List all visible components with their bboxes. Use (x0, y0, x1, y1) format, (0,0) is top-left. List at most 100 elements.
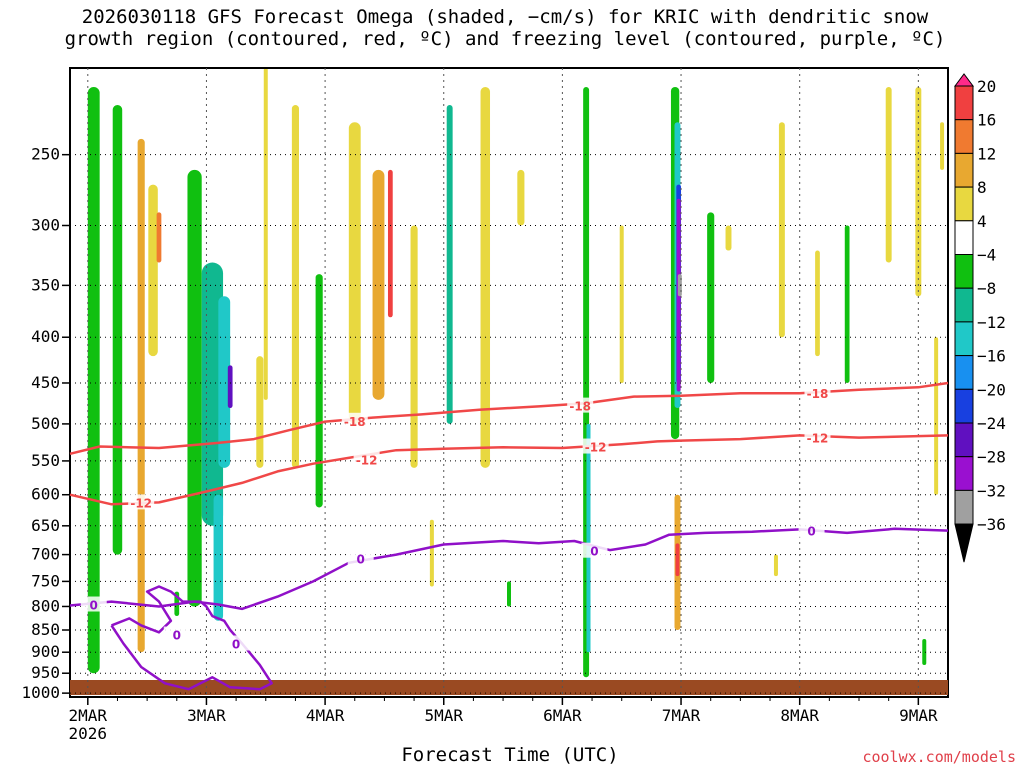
y-tick-label: 900 (31, 642, 60, 661)
x-tick-label: 2MAR (69, 706, 108, 725)
omega-shade-cell (372, 169, 385, 400)
colorbar-bottom-arrow (954, 523, 974, 563)
omega-shade-cell (446, 105, 453, 424)
colorbar-label: −32 (977, 481, 1006, 500)
colorbar-top-arrow (954, 73, 974, 87)
omega-shade-cell (480, 86, 491, 468)
contour-label: 0 (590, 545, 598, 559)
omega-shade-cell (156, 212, 162, 263)
colorbar-label: 16 (977, 111, 996, 130)
colorbar-swatch (954, 254, 974, 289)
colorbar: 20 16 12 8 4 −4 −8 −12 −16 −20 −24 −28 −32 −36 (954, 73, 1006, 563)
contour-label: -12 (356, 454, 378, 468)
credit-link[interactable]: coolwx.com/models (862, 748, 1016, 766)
omega-shade-cell (148, 184, 158, 357)
contour-label: -18 (807, 387, 829, 401)
colorbar-label: −4 (977, 246, 996, 265)
contour-0-line (110, 585, 273, 691)
omega-shade-cell (915, 86, 922, 297)
contour-label: 0 (232, 637, 240, 651)
y-tick-label: 600 (31, 485, 60, 504)
contour-label-bg (223, 635, 250, 651)
colorbar-label: 8 (977, 178, 987, 197)
y-tick-label: 250 (31, 145, 60, 164)
omega-shade-cell (725, 225, 732, 251)
contour-label-bg (353, 451, 380, 467)
colorbar-swatch (954, 321, 974, 357)
x-tick-label: 8MAR (780, 706, 819, 725)
y-tick-label: 700 (31, 545, 60, 564)
omega-shade-cell (922, 639, 927, 665)
colorbar-swatch (954, 152, 974, 188)
x-axis-label: Forecast Time (UTC) (401, 744, 619, 766)
colorbar-label: −16 (977, 347, 1006, 366)
colorbar-label: −12 (977, 313, 1006, 332)
chart-title: 2026030118 GFS Forecast Omega (shaded, −… (0, 6, 1010, 50)
omega-shade-cell (675, 543, 680, 577)
contour-label: -12 (130, 496, 152, 510)
omega-shade-cell (201, 262, 224, 526)
contour-label: -18 (569, 400, 591, 414)
x-tick-label: 4MAR (306, 706, 345, 725)
omega-shade-cell (410, 225, 418, 468)
contour-label-bg (341, 412, 368, 428)
omega-shade-cell (773, 554, 778, 577)
omega-shade-cell (213, 494, 224, 621)
y-tick-label: 850 (31, 620, 60, 639)
contour-minus18-line (69, 381, 949, 456)
omega-shade-cell (227, 365, 233, 409)
omega-shade-cell (291, 105, 299, 468)
omega-shade-cell (218, 296, 231, 468)
omega-shade-cell (885, 86, 892, 263)
contour-label: 0 (807, 525, 815, 539)
omega-shade-cell (815, 250, 820, 357)
x-axis: 2MAR 3MAR 4MAR 5MAR 6MAR 7MAR 8MAR 9MAR 2026 (69, 68, 938, 743)
x-tick-label: 5MAR (424, 706, 463, 725)
colorbar-swatch (954, 355, 974, 390)
x-year-label: 2026 (69, 724, 108, 743)
colorbar-swatch (954, 456, 974, 491)
contour-label-bg (798, 522, 825, 538)
colorbar-swatch (954, 85, 974, 121)
omega-shade-cell (778, 122, 785, 338)
contour-label-bg (581, 542, 608, 558)
omega-shade-cell (348, 122, 361, 424)
omega-shading (87, 68, 945, 678)
omega-shade-cell (586, 423, 591, 653)
colorbar-swatch (954, 489, 974, 525)
colorbar-label: −24 (977, 414, 1006, 433)
contour-label-bg (128, 494, 155, 510)
colorbar-swatch (954, 220, 974, 256)
contour-label: -12 (585, 441, 607, 455)
x-tick-label: 9MAR (899, 706, 938, 725)
omega-shade-cell (112, 105, 123, 555)
omega-shade-cell (844, 225, 850, 383)
y-tick-label: 450 (31, 373, 60, 392)
y-tick-label: 800 (31, 596, 60, 615)
contour-label-bg (347, 550, 374, 566)
contour-label-bg (567, 397, 594, 413)
colorbar-label: −28 (977, 448, 1006, 467)
x-tick-label: 7MAR (662, 706, 701, 725)
title-line-1: 2026030118 GFS Forecast Omega (shaded, −… (81, 6, 929, 28)
y-tick-label: 750 (31, 571, 60, 590)
colorbar-label: 20 (977, 77, 996, 96)
contour-label-bg (163, 626, 190, 642)
omega-shade-cell (940, 122, 945, 170)
colorbar-label: −20 (977, 380, 1006, 399)
colorbar-swatch (954, 186, 974, 222)
y-axis: 250 300 350 400 450 500 550 600 650 700 750 800 850 9… (21, 145, 948, 702)
contour-0-line (69, 527, 949, 611)
y-tick-label: 650 (31, 516, 60, 535)
colorbar-swatch (954, 287, 974, 323)
omega-shade-cell (387, 169, 393, 318)
omega-shade-cell (263, 68, 268, 400)
omega-shade-cell (507, 581, 511, 607)
omega-shade-cell (137, 138, 145, 653)
terrain-strip (70, 680, 948, 695)
contour-minus12-line (69, 434, 949, 506)
contour-label-bg (804, 429, 831, 445)
colorbar-label: 12 (977, 144, 996, 163)
omega-shade-cell (87, 86, 100, 674)
